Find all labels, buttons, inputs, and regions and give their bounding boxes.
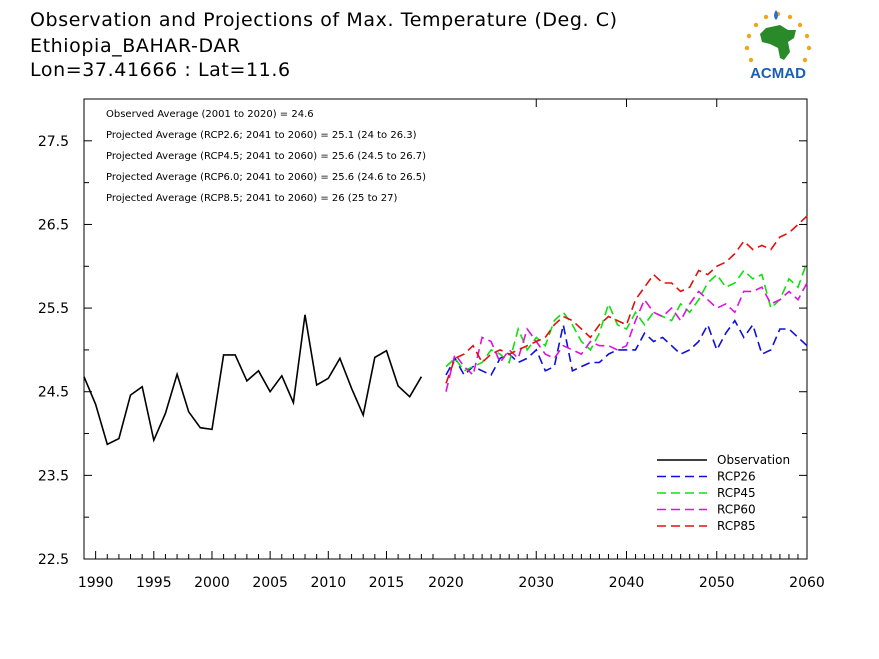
legend-label: RCP26 bbox=[717, 470, 756, 484]
x-tick-label: 2030 bbox=[518, 575, 554, 591]
series-line-rcp85 bbox=[445, 215, 808, 384]
station-name: Ethiopia_BAHAR-DAR bbox=[30, 35, 241, 57]
africa-logo-icon: ACMAD bbox=[744, 10, 812, 82]
logo-text: ACMAD bbox=[750, 65, 806, 82]
x-tick-label: 1995 bbox=[136, 575, 172, 591]
stats-annotation: Projected Average (RCP2.6; 2041 to 2060)… bbox=[106, 130, 417, 141]
y-tick-label: 22.5 bbox=[38, 552, 69, 568]
legend-label: RCP45 bbox=[717, 486, 756, 500]
chart-title: Observation and Projections of Max. Temp… bbox=[30, 9, 618, 31]
legend-label: RCP85 bbox=[717, 519, 756, 533]
x-tick-label: 2020 bbox=[428, 575, 464, 591]
x-tick-label: 2010 bbox=[310, 575, 346, 591]
plot-frame bbox=[83, 98, 808, 560]
y-tick-label: 26.5 bbox=[38, 217, 69, 233]
legend-label: RCP60 bbox=[717, 503, 756, 517]
stats-annotation: Observed Average (2001 to 2020) = 24.6 bbox=[106, 109, 314, 120]
x-tick-label: 2050 bbox=[699, 575, 735, 591]
x-tick-label: 2000 bbox=[194, 575, 230, 591]
stats-annotation: Projected Average (RCP8.5; 2041 to 2060)… bbox=[106, 193, 398, 204]
x-tick-label: 2015 bbox=[369, 575, 405, 591]
series-line-rcp26 bbox=[445, 319, 808, 377]
x-tick-label: 2060 bbox=[789, 575, 825, 591]
series-line-observation bbox=[83, 314, 423, 446]
y-tick-label: 23.5 bbox=[38, 468, 69, 484]
legend-label: Observation bbox=[717, 453, 790, 467]
x-tick-label: 2005 bbox=[252, 575, 288, 591]
x-tick-label: 1990 bbox=[78, 575, 114, 591]
stats-annotation: Projected Average (RCP4.5; 2041 to 2060)… bbox=[106, 151, 426, 162]
series-line-rcp45 bbox=[445, 261, 808, 372]
series-line-rcp60 bbox=[445, 282, 808, 392]
y-tick-label: 27.5 bbox=[38, 134, 69, 150]
y-tick-label: 25.5 bbox=[38, 301, 69, 317]
x-tick-label: 2040 bbox=[609, 575, 645, 591]
stats-annotation: Projected Average (RCP6.0; 2041 to 2060)… bbox=[106, 172, 426, 183]
station-coordinates: Lon=37.41666 : Lat=11.6 bbox=[30, 59, 291, 81]
acmad-logo: ACMAD bbox=[736, 8, 820, 84]
y-tick-label: 24.5 bbox=[38, 385, 69, 401]
